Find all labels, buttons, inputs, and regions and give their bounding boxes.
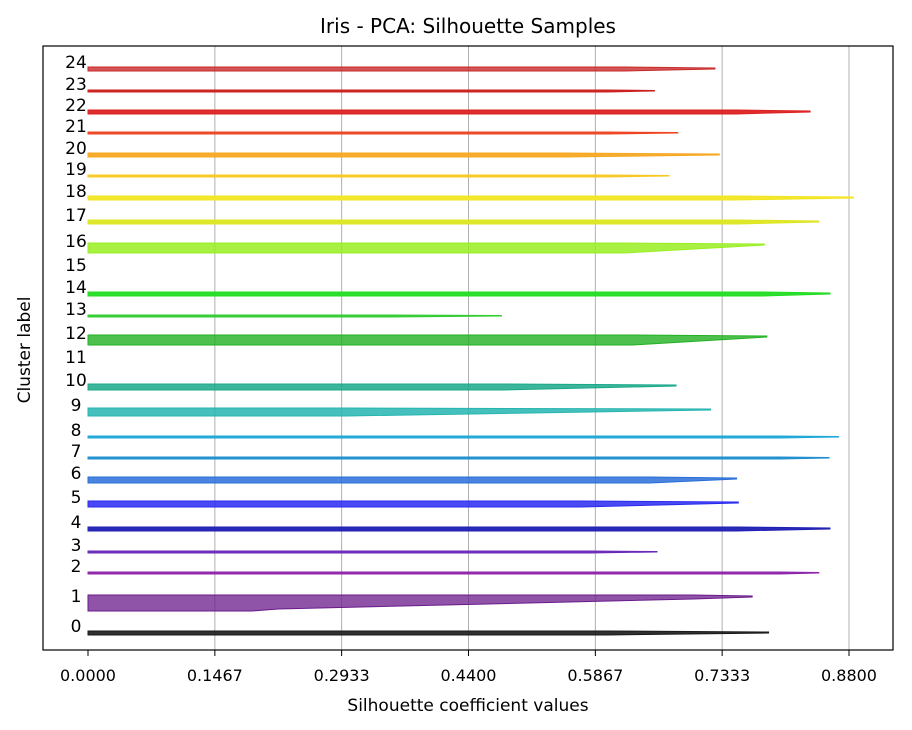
x-tick-label: 0.5867 [567,666,623,685]
cluster-label: 14 [65,278,87,298]
cluster-label: 13 [65,300,87,320]
cluster-label: 0 [71,617,82,637]
cluster-label: 5 [71,488,82,508]
silhouette-bar [87,526,831,532]
silhouette-bar [87,500,739,508]
silhouette-bar [87,407,712,417]
cluster-label: 4 [71,513,82,533]
silhouette-bar [87,131,679,135]
cluster-label: 19 [65,160,87,180]
x-tick-label: 0.1467 [187,666,243,685]
x-tick-label: 0.2933 [314,666,370,685]
cluster-label: 16 [65,232,87,252]
cluster-label: 9 [71,396,82,416]
silhouette-bar [87,152,720,158]
x-tick-label: 0.8800 [821,666,877,685]
silhouette-bar [87,383,677,391]
cluster-label: 1 [71,587,82,607]
silhouette-bar [87,571,820,575]
silhouette-bar [87,334,768,346]
silhouette-bar [87,435,840,439]
silhouette-bar [87,594,753,612]
cluster-label: 6 [71,464,82,484]
cluster-label: 11 [65,348,87,368]
silhouette-bar [87,476,738,484]
cluster-label: 23 [65,75,87,95]
silhouette-bar [87,89,655,93]
silhouette-bar [87,630,770,636]
silhouette-bar [87,314,502,318]
cluster-label: 7 [71,442,82,462]
cluster-label: 12 [65,324,87,344]
x-tick-label: 0.7333 [694,666,750,685]
grid-lines [214,46,850,650]
silhouette-bar [87,550,658,554]
silhouette-bar [87,195,854,201]
silhouette-bar [87,66,716,72]
cluster-label: 2 [71,557,82,577]
x-axis-label: Silhouette coefficient values [347,696,588,716]
y-axis-label: Cluster label [15,297,35,404]
cluster-label: 3 [71,536,82,556]
silhouette-bar [87,219,820,225]
chart-title: Iris - PCA: Silhouette Samples [320,14,616,38]
cluster-label: 10 [65,371,87,391]
silhouette-bars [87,66,854,636]
cluster-label: 21 [65,117,87,137]
x-axis-ticks: 0.0000 0.1467 0.2933 0.4400 0.5867 0.7333 0.88… [60,650,877,685]
cluster-label: 20 [65,139,87,159]
cluster-label: 8 [71,421,82,441]
silhouette-bar [87,109,811,115]
silhouette-bar [87,242,765,254]
silhouette-bar [87,456,830,460]
cluster-label: 18 [65,182,87,202]
cluster-label: 15 [65,256,87,276]
cluster-label: 17 [65,206,87,226]
x-tick-label: 0.4400 [441,666,497,685]
silhouette-bar [87,174,670,178]
x-tick-label: 0.0000 [60,666,116,685]
cluster-label: 22 [65,96,87,116]
cluster-label: 24 [65,53,87,73]
silhouette-bar [87,291,831,297]
